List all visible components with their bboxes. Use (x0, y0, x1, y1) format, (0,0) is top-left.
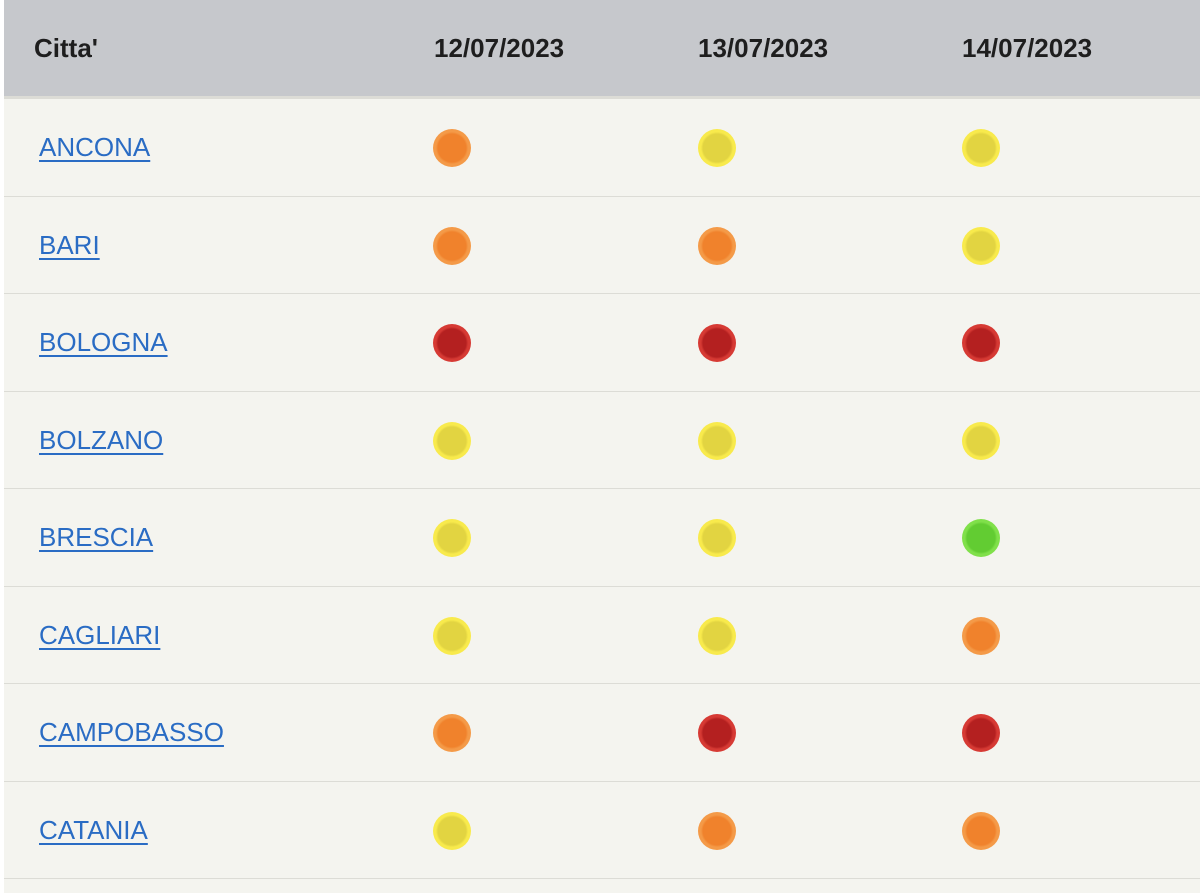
risk-level-dot-yellow (962, 129, 1000, 167)
risk-level-dot-orange (698, 226, 736, 265)
table-row: BOLZANO (4, 392, 1200, 489)
city-link[interactable]: CAGLIARI (39, 619, 161, 650)
city-link[interactable]: CATANIA (39, 814, 148, 845)
risk-level-dot-orange (433, 714, 471, 752)
risk-level-dot-red (962, 324, 1000, 362)
city-link[interactable]: ANCONA (39, 132, 151, 162)
risk-level-dot-red (698, 714, 736, 752)
risk-level-dot-orange (698, 811, 736, 850)
risk-level-dot-red (433, 324, 471, 362)
risk-level-dot-yellow (433, 421, 471, 460)
risk-level-dot-yellow (962, 421, 1000, 460)
city-link[interactable]: CAMPOBASSO (39, 717, 224, 747)
table-row: BARI (4, 197, 1200, 294)
risk-level-dot-orange (433, 226, 471, 265)
risk-level-dot-yellow (433, 519, 471, 557)
risk-level-dot-green (962, 519, 1000, 557)
header-date-2: 13/07/2023 (698, 33, 829, 63)
heat-bulletin-table: Citta' 12/07/2023 13/07/2023 14/07/2023 … (4, 0, 1200, 893)
city-link[interactable]: BARI (39, 229, 100, 260)
risk-level-dot-yellow (962, 226, 1000, 265)
risk-level-dot-yellow (698, 616, 736, 655)
city-link[interactable]: BOLOGNA (39, 327, 168, 357)
risk-level-dot-orange (433, 129, 471, 167)
risk-level-dot-yellow (433, 811, 471, 850)
table-row: ANCONA (4, 99, 1200, 197)
header-date-3: 14/07/2023 (962, 33, 1093, 63)
city-link[interactable]: BOLZANO (39, 424, 164, 455)
risk-level-dot-red (698, 324, 736, 362)
table-header: Citta' 12/07/2023 13/07/2023 14/07/2023 (4, 0, 1200, 99)
table-row: CAGLIARI (4, 587, 1200, 684)
table-row: CAMPOBASSO (4, 684, 1200, 782)
header-date-1: 12/07/2023 (434, 33, 565, 63)
risk-level-dot-yellow (433, 616, 471, 655)
header-city: Citta' (34, 33, 98, 63)
risk-level-dot-yellow (698, 421, 736, 460)
risk-level-dot-orange (962, 811, 1000, 850)
risk-level-dot-orange (962, 616, 1000, 655)
table-row: CATANIA (4, 782, 1200, 879)
table-row: BRESCIA (4, 489, 1200, 587)
risk-level-dot-yellow (698, 519, 736, 557)
table-body: ANCONA BARI BOLOGNA BOLZANO BRESCIA CAGLIARI C… (4, 99, 1200, 879)
city-link[interactable]: BRESCIA (39, 522, 154, 552)
table-row: BOLOGNA (4, 294, 1200, 392)
risk-level-dot-red (962, 714, 1000, 752)
risk-level-dot-yellow (698, 129, 736, 167)
